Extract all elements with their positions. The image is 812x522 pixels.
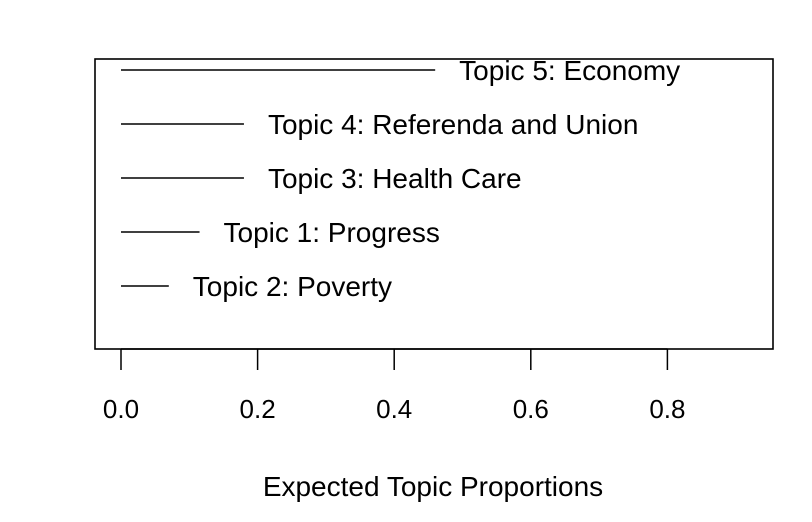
series-label: Topic 4: Referenda and Union	[268, 109, 638, 140]
x-tick-label: 0.6	[513, 394, 549, 424]
series-group: Topic 5: Economy Topic 4: Referenda and U…	[121, 55, 680, 302]
x-axis-title: Expected Topic Proportions	[263, 471, 603, 502]
x-tick-label: 0.0	[103, 394, 139, 424]
x-ticks: 0.0 0.2 0.4 0.6 0.8	[103, 349, 685, 424]
series-label: Topic 1: Progress	[224, 217, 440, 248]
x-tick-label: 0.4	[376, 394, 412, 424]
x-axis: 0.0 0.2 0.4 0.6 0.8	[103, 348, 685, 424]
series-label: Topic 2: Poverty	[193, 271, 392, 302]
series-label: Topic 5: Economy	[459, 55, 680, 86]
series-label: Topic 3: Health Care	[268, 163, 522, 194]
x-tick-label: 0.2	[240, 394, 276, 424]
x-tick-label: 0.8	[649, 394, 685, 424]
